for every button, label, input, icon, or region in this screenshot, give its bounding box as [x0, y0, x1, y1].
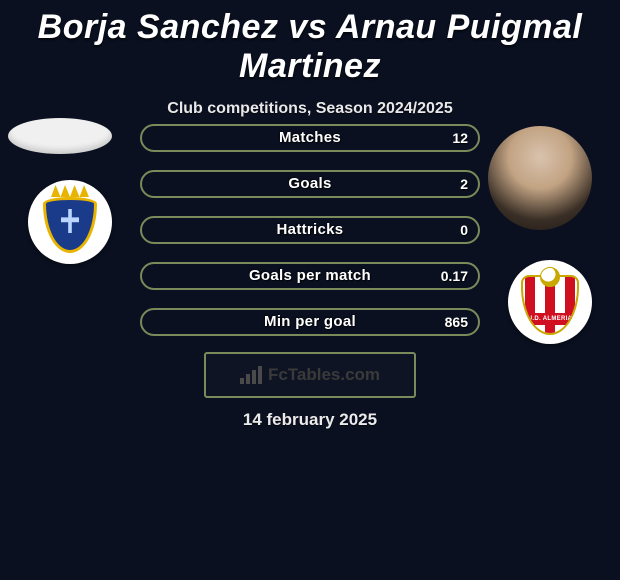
stat-right-value: 12	[452, 126, 468, 150]
watermark-text: FcTables.com	[268, 365, 380, 385]
club-badge-right: U.D. ALMERIA	[508, 260, 592, 344]
stat-label: Goals	[288, 175, 331, 192]
stat-row-goals-per-match: Goals per match 0.17	[140, 262, 480, 290]
subtitle: Club competitions, Season 2024/2025	[0, 100, 620, 118]
stat-right-value: 865	[445, 310, 468, 334]
stat-label: Matches	[279, 129, 341, 146]
almeria-crest-icon: U.D. ALMERIA	[521, 269, 579, 335]
player-right-avatar	[488, 126, 592, 230]
stat-label: Goals per match	[249, 267, 371, 284]
player-left-avatar	[8, 118, 112, 154]
stat-right-value: 2	[460, 172, 468, 196]
stat-right-value: 0	[460, 218, 468, 242]
date-label: 14 february 2025	[0, 410, 620, 430]
comparison-card: Borja Sanchez vs Arnau Puigmal Martinez …	[0, 0, 620, 580]
stat-right-value: 0.17	[441, 264, 468, 288]
bar-chart-icon	[240, 366, 262, 384]
stat-row-min-per-goal: Min per goal 865	[140, 308, 480, 336]
stat-row-matches: Matches 12	[140, 124, 480, 152]
stat-label: Hattricks	[277, 221, 344, 238]
club-badge-left	[28, 180, 112, 264]
stat-row-hattricks: Hattricks 0	[140, 216, 480, 244]
oviedo-crest-icon	[43, 191, 97, 253]
watermark: FcTables.com	[204, 352, 416, 398]
page-title: Borja Sanchez vs Arnau Puigmal Martinez	[0, 0, 620, 86]
stat-label: Min per goal	[264, 313, 356, 330]
stats-list: Matches 12 Goals 2 Hattricks 0 Goals per…	[140, 124, 480, 354]
stat-row-goals: Goals 2	[140, 170, 480, 198]
